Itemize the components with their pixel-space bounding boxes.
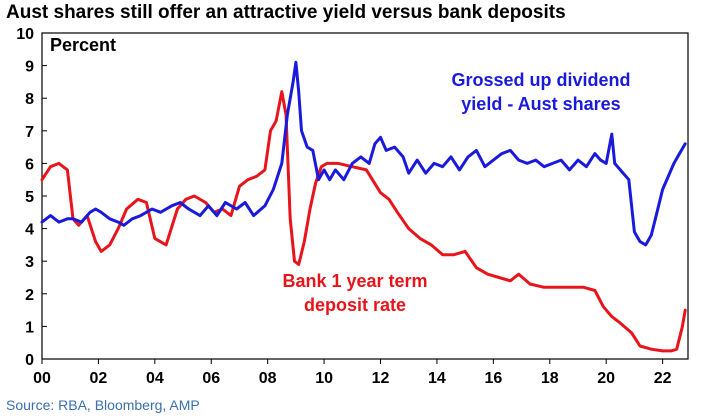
dividend-yield-line — [40, 60, 687, 247]
series-annotation-line: Grossed up dividend — [451, 70, 630, 90]
unit-label: Percent — [50, 35, 116, 55]
x-tick-label: 16 — [484, 370, 502, 387]
x-tick-label: 06 — [202, 370, 220, 387]
y-tick-label: 2 — [25, 287, 34, 304]
y-tick-label: 10 — [16, 26, 34, 43]
y-axis: 0 1 2 3 4 5 6 7 8 9 10 — [16, 26, 47, 369]
y-tick-label: 0 — [25, 352, 34, 369]
x-tick-label: 14 — [428, 370, 446, 387]
y-tick-label: 7 — [25, 124, 34, 141]
y-tick-label: 8 — [25, 91, 34, 108]
series-annotation-line: deposit rate — [304, 295, 406, 315]
y-tick-label: 9 — [25, 59, 34, 76]
x-tick-label: 08 — [259, 370, 277, 387]
y-tick-label: 4 — [25, 222, 34, 239]
chart-source: Source: RBA, Bloomberg, AMP — [6, 397, 200, 413]
series-annotations: Grossed up dividend yield - Aust shares Ba… — [282, 70, 630, 315]
series-annotation-line: Bank 1 year term — [282, 271, 427, 291]
x-tick-label: 00 — [33, 370, 51, 387]
x-tick-label: 10 — [315, 370, 333, 387]
x-axis: 00 02 04 06 08 10 12 14 16 18 20 22 — [33, 359, 672, 387]
deposit-rate-line — [40, 90, 687, 353]
y-tick-label: 6 — [25, 156, 34, 173]
x-tick-label: 04 — [146, 370, 164, 387]
y-tick-label: 5 — [25, 189, 34, 206]
series-annotation-line: yield - Aust shares — [461, 94, 620, 114]
series-lines — [40, 60, 687, 353]
x-tick-label: 12 — [372, 370, 390, 387]
chart-title: Aust shares still offer an attractive yi… — [6, 2, 566, 23]
y-tick-label: 1 — [25, 319, 34, 336]
x-tick-label: 20 — [597, 370, 615, 387]
x-tick-label: 22 — [654, 370, 672, 387]
x-tick-label: 02 — [90, 370, 108, 387]
x-tick-label: 18 — [541, 370, 559, 387]
y-tick-label: 3 — [25, 254, 34, 271]
